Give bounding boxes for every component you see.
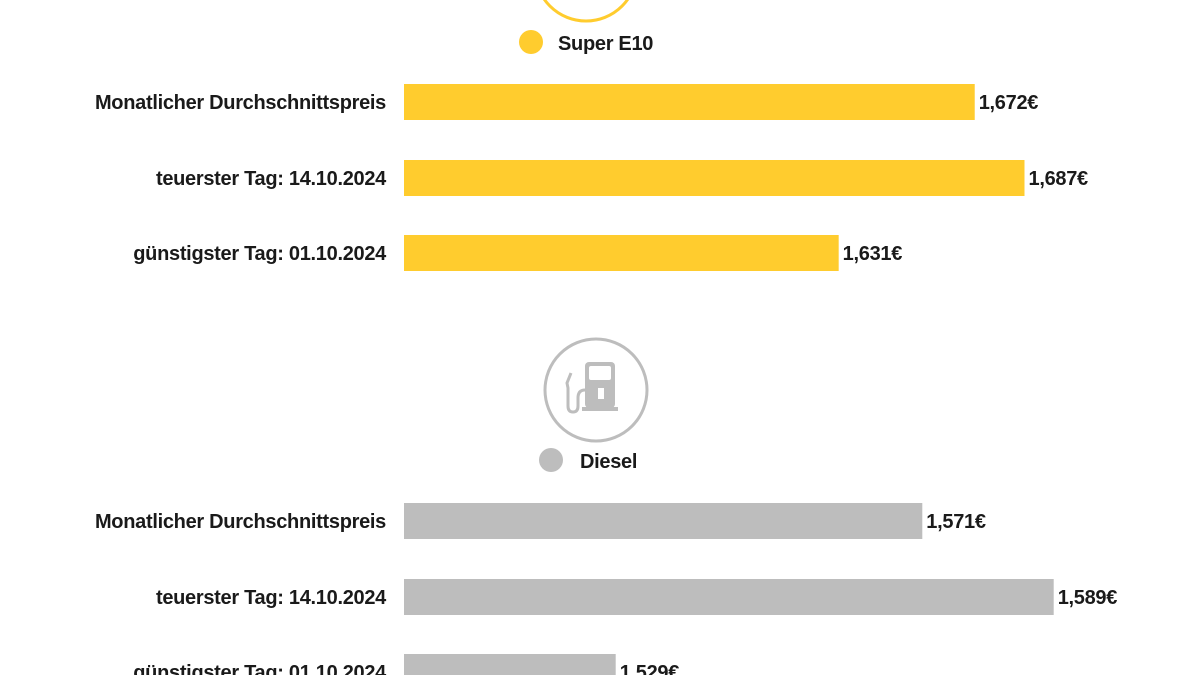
e10-category-label: teuerster Tag: 14.10.2024 [156,168,387,190]
diesel-category-label: teuerster Tag: 14.10.2024 [156,587,387,609]
e10-bar [404,84,975,120]
diesel-value-label: 1,529€ [620,662,680,675]
diesel-legend-swatch [539,448,563,472]
diesel-legend-label: Diesel [580,451,637,473]
e10-category-label: günstigster Tag: 01.10.2024 [133,243,387,265]
e10-value-label: 1,631€ [843,243,903,265]
e10-legend: Super E10 [519,30,654,55]
diesel-bar [404,503,923,539]
e10-category-label: Monatlicher Durchschnittspreis [95,92,386,114]
diesel-category-label: günstigster Tag: 01.10.2024 [133,662,387,675]
e10-icon-circle [542,0,630,23]
e10-bar [404,235,839,271]
fuel-pump-icon [543,337,649,443]
diesel-bar [404,579,1054,615]
e10-legend-label: Super E10 [558,33,653,55]
diesel-value-label: 1,589€ [1058,587,1118,609]
e10-value-label: 1,687€ [1029,168,1089,190]
diesel-legend: Diesel [539,448,637,473]
e10-value-label: 1,672€ [979,92,1039,114]
e10-legend-swatch [519,30,543,54]
diesel-value-label: 1,571€ [926,511,986,533]
e10-bar [404,160,1025,196]
diesel-category-label: Monatlicher Durchschnittspreis [95,511,386,533]
diesel-bar [404,654,616,675]
